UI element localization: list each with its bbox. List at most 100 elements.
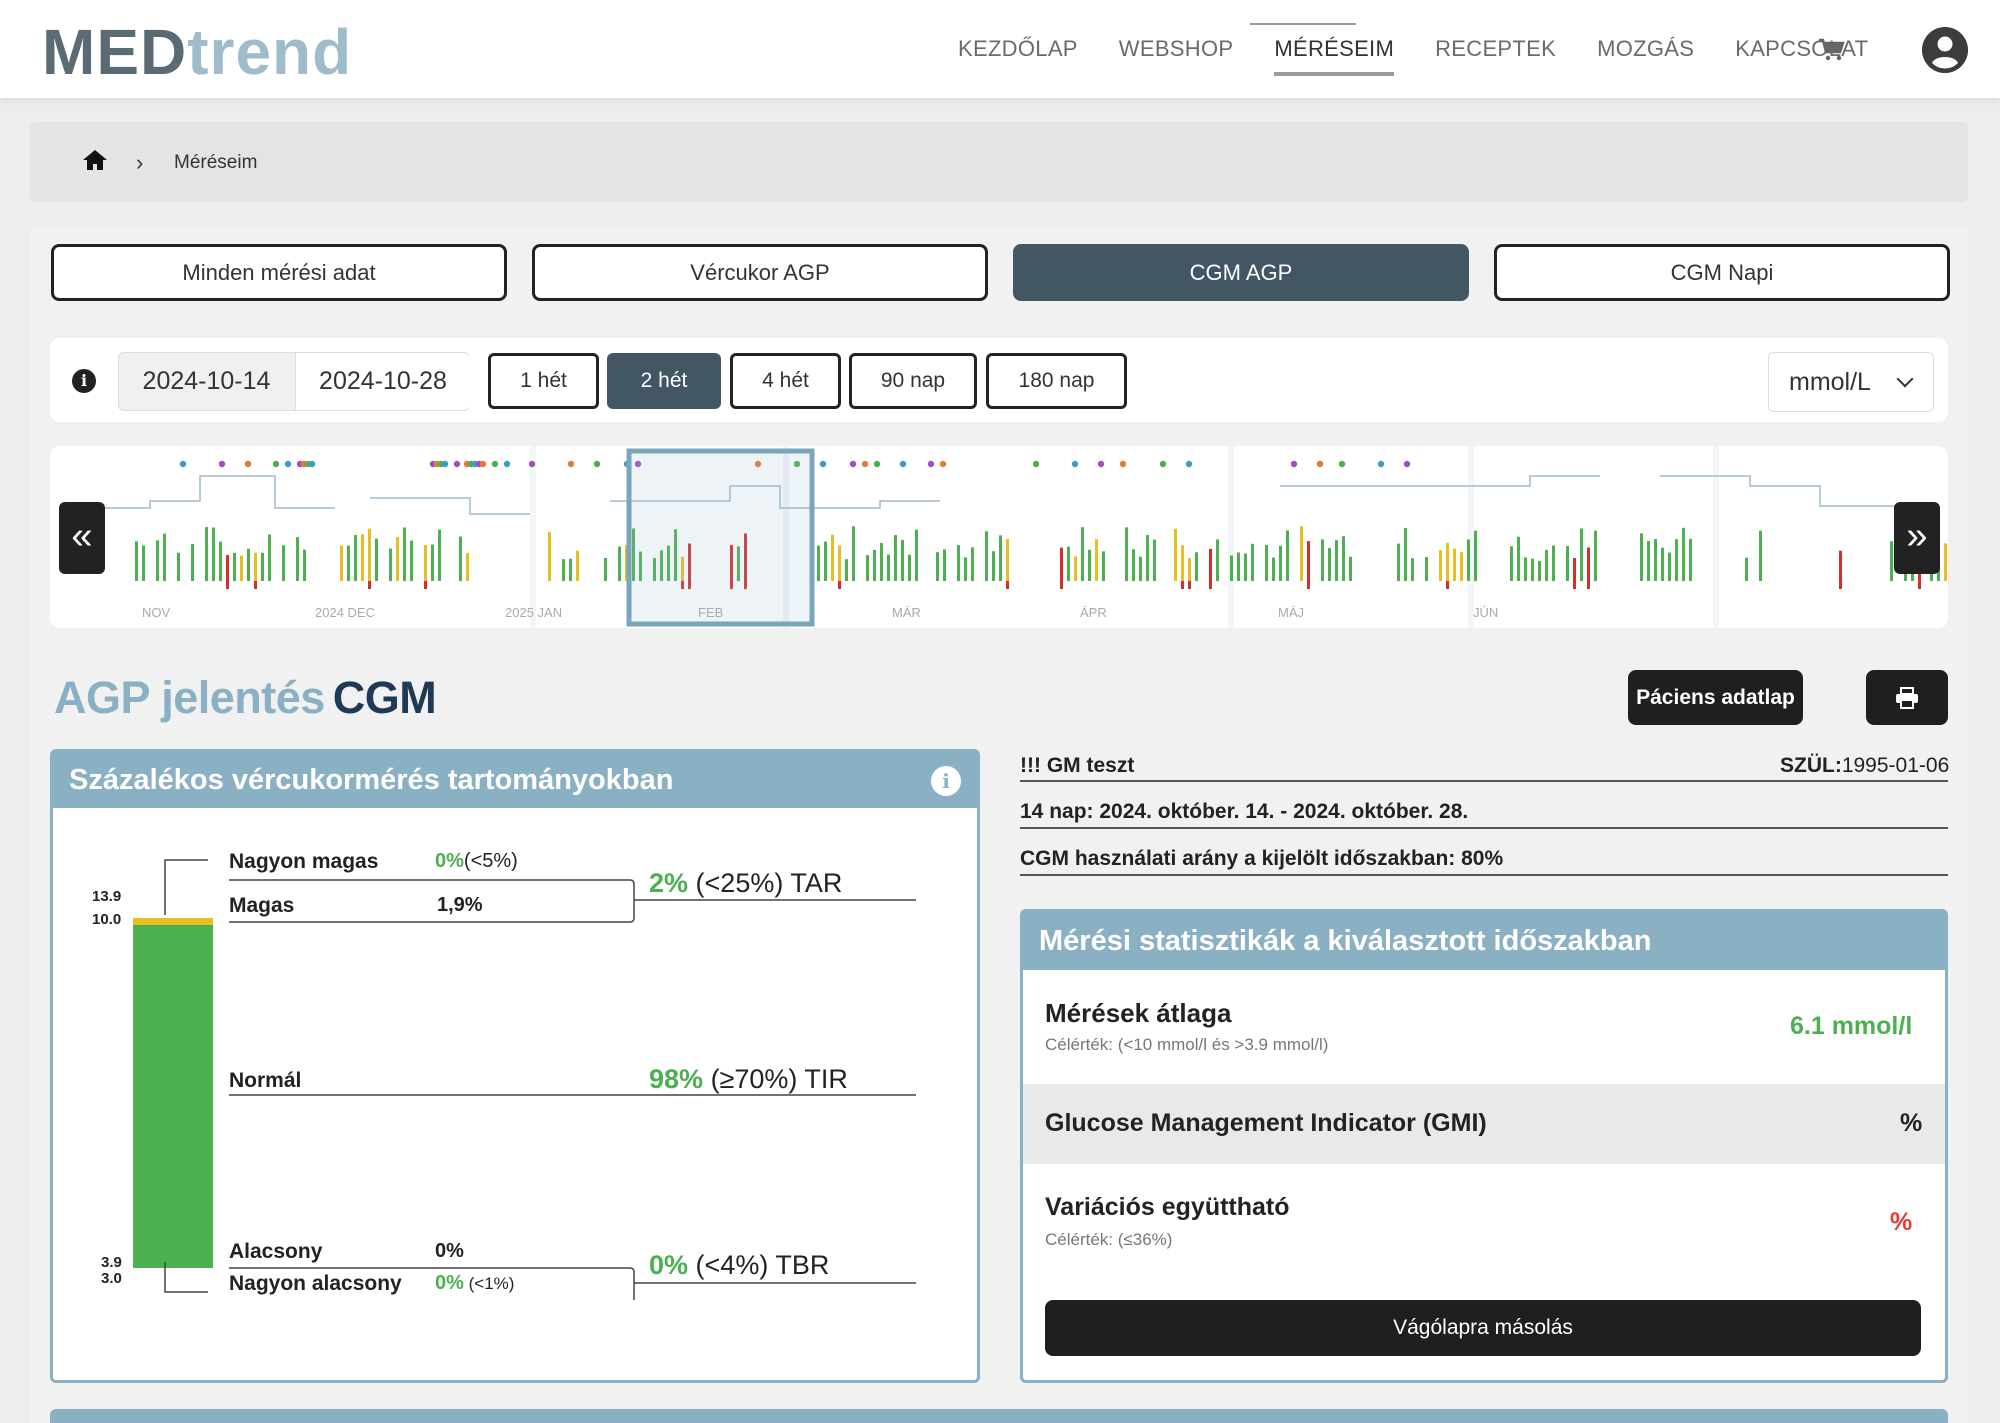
medtrend-logo[interactable]: MEDtrend: [42, 20, 352, 84]
timeline-dot: [634, 460, 642, 468]
timeline-bar: [1307, 541, 1310, 581]
dob-value: 1995-01-06: [1841, 754, 1950, 777]
timeline-bar: [1397, 543, 1400, 581]
range-90-days[interactable]: 90 nap: [849, 353, 977, 409]
nav-item-measurements[interactable]: MÉRÉSEIM: [1274, 36, 1395, 76]
agp-title-left: AGP jelentés: [54, 672, 325, 723]
timeline-bar: [403, 527, 406, 581]
timeline-bar-low: [368, 581, 371, 589]
range-180-days[interactable]: 180 nap: [986, 353, 1127, 409]
date-range-picker[interactable]: 2024-10-14 2024-10-28: [118, 352, 470, 411]
range-2-weeks[interactable]: 2 hét: [607, 353, 721, 409]
timeline-bar: [1689, 538, 1692, 581]
timeline-next-button[interactable]: »: [1894, 502, 1940, 574]
timeline-bar: [191, 543, 194, 581]
nav-item-recipes[interactable]: RECEPTEK: [1435, 36, 1557, 61]
timeline-bar: [156, 540, 159, 581]
mean-label: Mérések átlaga: [1045, 998, 1232, 1028]
timeline-bar: [1146, 534, 1149, 581]
tab-all-data[interactable]: Minden mérési adat: [51, 244, 507, 301]
timeline-bar: [1573, 558, 1576, 581]
timeline-bar: [296, 537, 299, 581]
cgm-usage: CGM használati arány a kijelölt időszakb…: [1020, 847, 1504, 870]
tab-cgm-agp[interactable]: CGM AGP: [1013, 244, 1469, 301]
timeline-bar: [866, 555, 869, 581]
date-to[interactable]: 2024-10-28: [295, 353, 470, 410]
timeline-bar-low: [1918, 581, 1921, 589]
threshold-10-0: 10.0: [92, 911, 122, 928]
very-low-percent: 0%: [435, 1272, 464, 1294]
timeline-bar: [268, 534, 271, 581]
tab-bg-agp[interactable]: Vércukor AGP: [532, 244, 988, 301]
nav-item-home[interactable]: KEZDŐLAP: [958, 36, 1078, 61]
value-high: 1,9%: [437, 894, 483, 916]
breadcrumb-current: Méréseim: [174, 152, 258, 173]
ranges-bracket-lines: [164, 859, 916, 1300]
timeline-dot: [284, 460, 292, 468]
timeline-prev-button[interactable]: «: [59, 502, 105, 574]
timeline-bar: [908, 554, 911, 581]
tab-cgm-daily[interactable]: CGM Napi: [1494, 244, 1950, 301]
user-icon[interactable]: [1922, 27, 1968, 73]
info-icon[interactable]: i: [931, 766, 961, 796]
timeline-bar: [1467, 539, 1470, 581]
timeline-bar: [1944, 543, 1947, 581]
timeline-bar: [1321, 539, 1324, 581]
nav-item-exercise[interactable]: MOZGÁS: [1597, 36, 1695, 61]
timeline-dot: [244, 460, 252, 468]
cart-icon[interactable]: [1818, 38, 1846, 62]
dob-label: SZÜL:: [1780, 754, 1842, 777]
bar-segment-high: [133, 918, 213, 925]
timeline-bar: [1209, 548, 1212, 581]
timeline-bar-low: [1446, 581, 1449, 589]
value-very-high: 0%(<5%): [435, 850, 518, 873]
timeline-bar: [1552, 545, 1555, 581]
nav-item-webshop[interactable]: WEBSHOP: [1118, 36, 1234, 61]
timeline-dot: [927, 460, 935, 468]
timeline-bar: [1081, 527, 1084, 581]
breadcrumb-chevron-icon: ›: [136, 150, 144, 175]
date-from[interactable]: 2024-10-14: [142, 367, 271, 395]
timeline-overview-chart[interactable]: NOV 2024 DEC 2025 JAN FEB MÁR ÁPR MÁJ JÚN: [50, 446, 1948, 628]
info-icon[interactable]: i: [72, 369, 96, 393]
chevron-down-icon: [1896, 370, 1914, 388]
timeline-bar-low: [1307, 581, 1310, 589]
timeline-bar: [1265, 544, 1268, 581]
home-icon[interactable]: [82, 148, 108, 172]
print-button[interactable]: [1866, 670, 1948, 725]
timeline-dot: [899, 460, 907, 468]
timeline-bar-low: [1060, 581, 1063, 589]
timeline-month-label: JÚN: [1473, 605, 1498, 620]
range-4-weeks[interactable]: 4 hét: [730, 353, 841, 409]
timeline-bar: [1759, 530, 1762, 581]
timeline-bar: [1510, 546, 1513, 581]
timeline-selection-window: [626, 448, 815, 627]
timeline-bar: [135, 541, 138, 581]
timeline-bar: [880, 542, 883, 581]
copy-to-clipboard-button[interactable]: Vágólapra másolás: [1045, 1300, 1921, 1356]
timeline-dot: [1159, 460, 1167, 468]
timeline-bar: [1446, 542, 1449, 581]
timeline-bar: [1474, 530, 1477, 581]
timeline-bar: [737, 546, 740, 581]
timeline-bar: [233, 552, 236, 581]
timeline-dot: [441, 460, 449, 468]
unit-select[interactable]: mmol/L: [1768, 352, 1934, 412]
timeline-bar: [838, 545, 841, 581]
timeline-bar: [681, 556, 684, 581]
timeline-bar-low: [1006, 581, 1009, 589]
timeline-bar-low: [688, 581, 691, 589]
patient-profile-button[interactable]: Páciens adatlap: [1628, 670, 1803, 725]
range-1-week[interactable]: 1 hét: [488, 353, 599, 409]
nav-item-contact[interactable]: KAPCSOLAT: [1735, 36, 1869, 61]
timeline-bar: [744, 533, 747, 581]
timeline-dot: [179, 460, 187, 468]
timeline-bar-low: [1209, 581, 1212, 589]
timeline-dot: [528, 460, 536, 468]
timeline-bar: [177, 552, 180, 581]
timeline-bar: [1342, 536, 1345, 581]
timeline-month-label: NOV: [142, 605, 171, 620]
timeline-bar: [1682, 527, 1685, 581]
timeline-bar: [226, 555, 229, 581]
timeline-bar: [396, 536, 399, 581]
